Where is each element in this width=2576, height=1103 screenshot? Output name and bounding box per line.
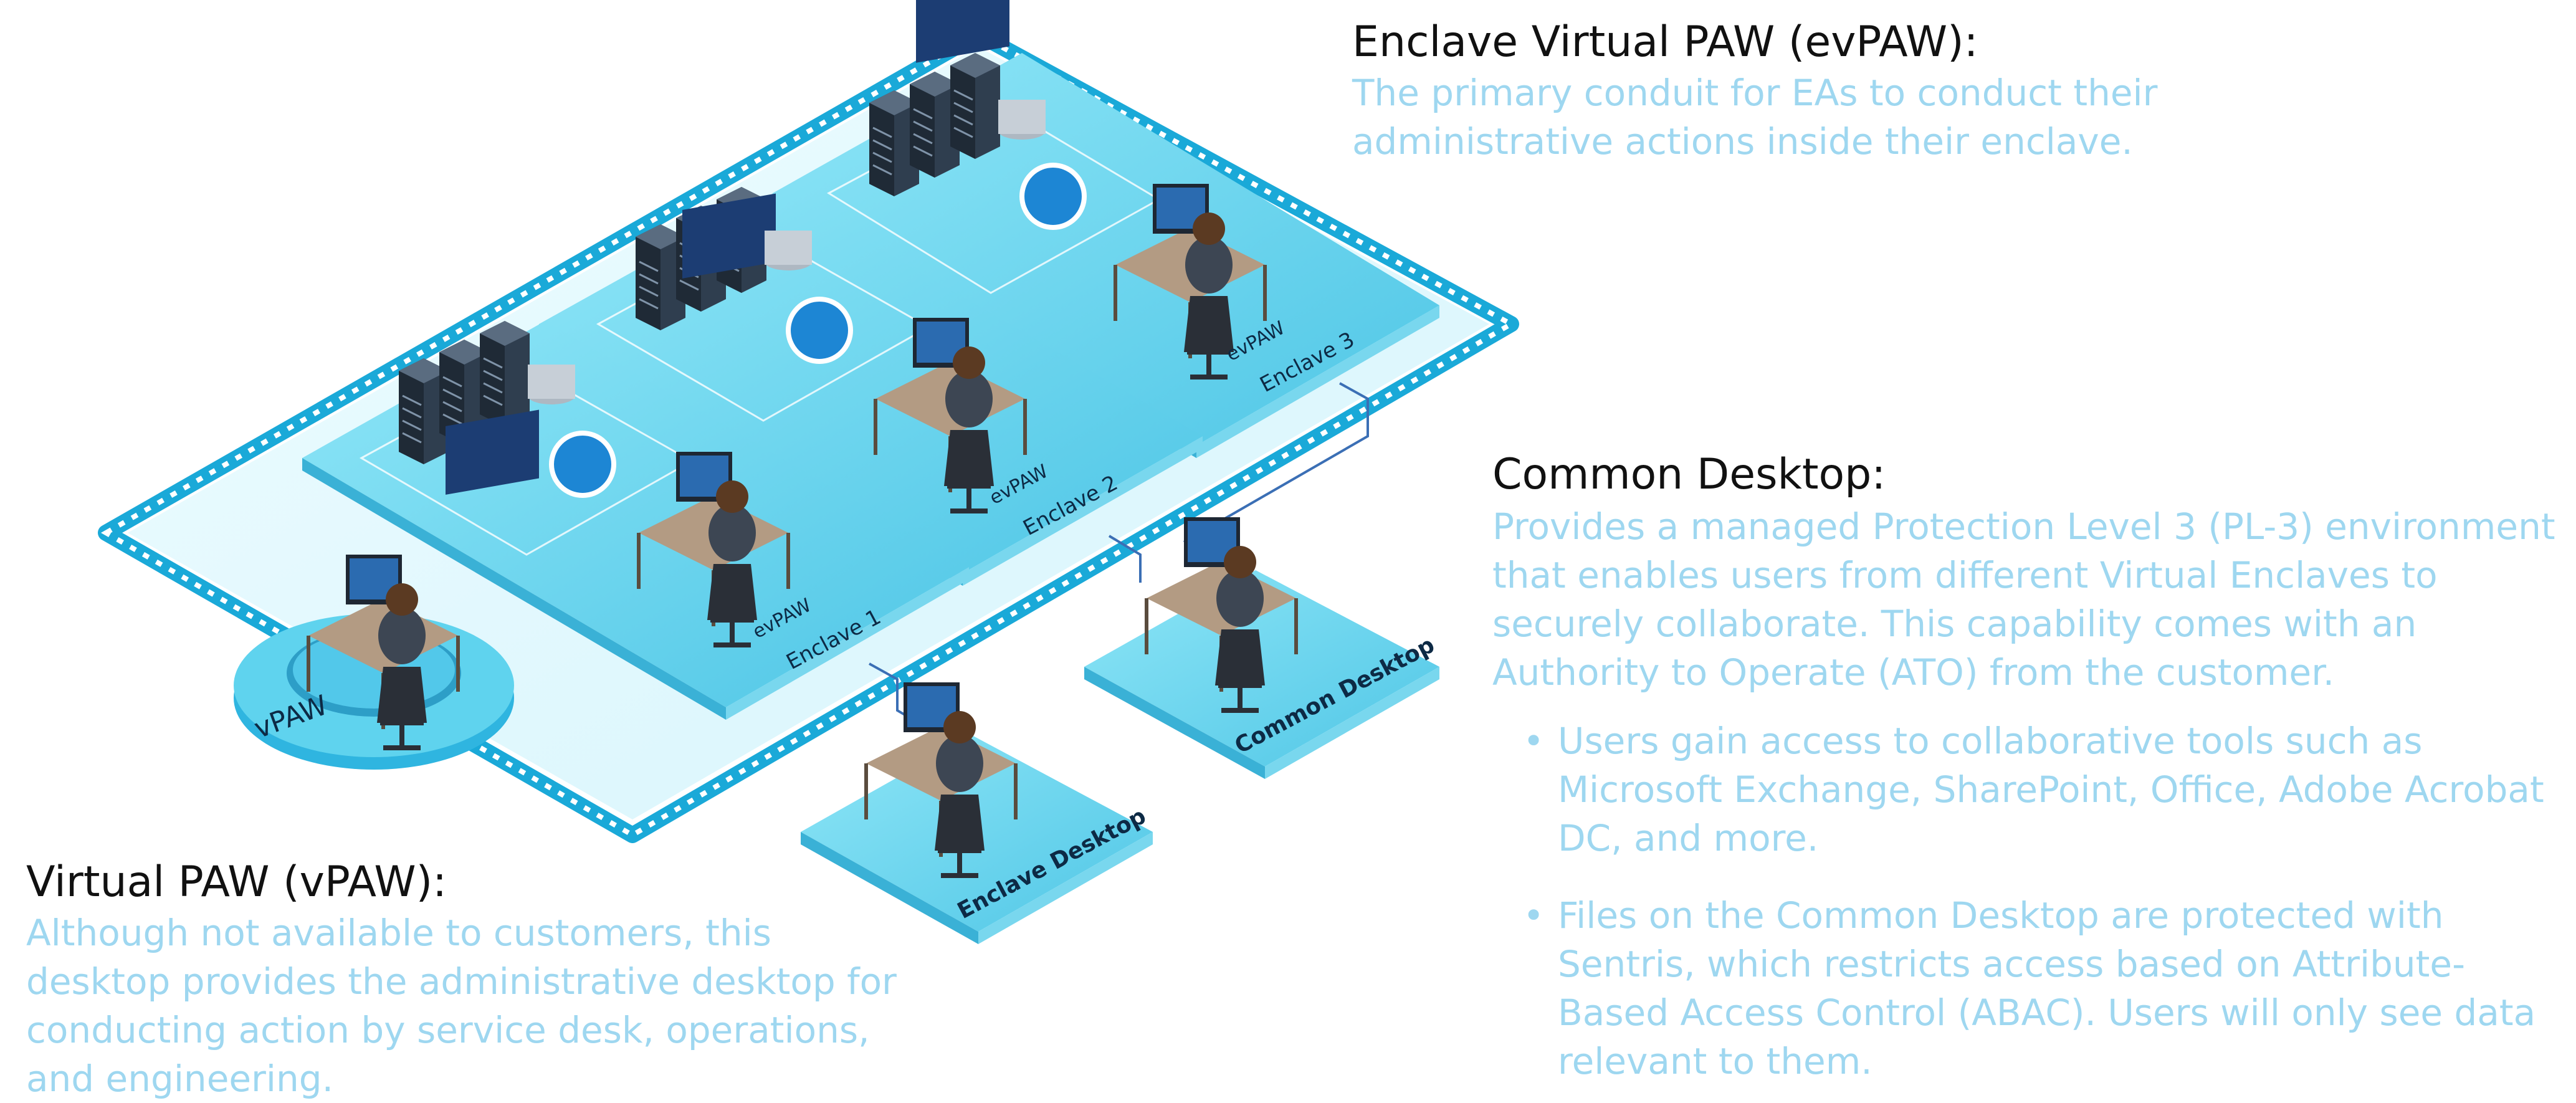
common-desktop-bullet-1: Users gain access to collaborative tools…	[1523, 717, 2555, 862]
common-desktop-title: Common Desktop:	[1492, 450, 1886, 499]
enclave-2-servers	[634, 186, 853, 364]
enclave-1-servers	[398, 320, 616, 498]
architecture-diagram: Enclave 3 evPAW Enclave 2 evPAW Enclave …	[98, 0, 1519, 944]
common-desktop-bullet-2: Files on the Common Desktop are protecte…	[1523, 891, 2555, 1086]
vpaw-platform	[234, 614, 514, 770]
enclave-3-servers	[868, 0, 1087, 230]
vpaw-description: Although not available to customers, thi…	[26, 912, 897, 1100]
vpaw-title: Virtual PAW (vPAW):	[26, 857, 447, 907]
evpaw-title: Enclave Virtual PAW (evPAW):	[1352, 17, 1978, 67]
evpaw-description: The primary conduit for EAs to conduct t…	[1352, 72, 2158, 163]
common-desktop-description: Provides a managed Protection Level 3 (P…	[1492, 505, 2555, 694]
